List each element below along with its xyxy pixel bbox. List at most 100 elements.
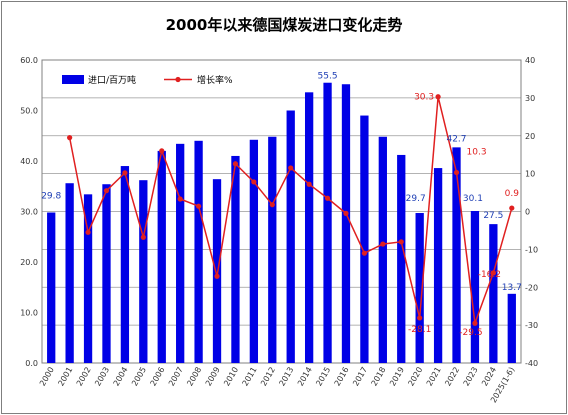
bar — [139, 180, 148, 363]
x-tick-label: 2014 — [296, 366, 314, 388]
x-tick-label: 2023 — [462, 366, 480, 388]
line-data-label: 30.3 — [414, 93, 434, 103]
line-data-label: -16.2 — [478, 270, 501, 280]
x-tick-label: 2001 — [56, 366, 74, 388]
growth-point — [288, 165, 294, 171]
growth-point — [67, 135, 73, 141]
y-left-tick-label: 20.0 — [20, 258, 38, 267]
y-right-tick-label: 30 — [525, 94, 535, 103]
growth-point — [380, 241, 386, 247]
bar — [304, 92, 314, 363]
legend-line-label: 增长率% — [197, 74, 233, 86]
growth-point — [214, 273, 220, 279]
growth-point — [195, 203, 202, 209]
legend-line-marker — [175, 76, 181, 83]
y-right-tick-label: -10 — [525, 245, 538, 254]
growth-point — [417, 315, 423, 321]
bar — [489, 224, 498, 363]
x-tick-label: 2003 — [93, 366, 111, 388]
growth-point — [103, 188, 110, 194]
growth-point — [159, 148, 165, 154]
bar-data-label: 27.5 — [483, 211, 503, 221]
y-left-tick-label: 50.0 — [20, 107, 38, 116]
x-tick-label: 2010 — [222, 366, 240, 388]
y-right-tick-label: -30 — [525, 321, 538, 330]
line-data-label: 10.3 — [467, 147, 487, 157]
x-tick-label: 2021 — [425, 366, 443, 388]
bar — [397, 154, 406, 363]
x-tick-label: 2015 — [314, 366, 332, 388]
line-data-label: -29.5 — [459, 328, 482, 338]
bar — [452, 147, 461, 363]
bar — [470, 210, 480, 363]
growth-point — [232, 161, 239, 167]
line-data-label: 0.9 — [505, 189, 520, 199]
growth-point — [361, 250, 368, 256]
y-right-tick-label: -20 — [525, 283, 538, 292]
bar — [268, 136, 277, 363]
bar — [286, 110, 295, 363]
growth-point — [177, 196, 183, 202]
x-tick-label: 2000 — [38, 366, 56, 388]
growth-point — [343, 210, 349, 216]
chart-title: 2000年以来德国煤炭进口变化走势 — [165, 16, 403, 34]
bar — [176, 143, 185, 363]
x-tick-label: 2004 — [112, 366, 130, 388]
y-left-tick-label: 40.0 — [20, 157, 38, 166]
x-tick-label: 2016 — [333, 366, 351, 388]
growth-point — [122, 170, 128, 176]
y-left-tick-label: 0.0 — [25, 359, 38, 368]
legend-bar-swatch — [62, 75, 84, 84]
bar — [433, 168, 443, 363]
growth-point — [398, 239, 404, 245]
growth-point — [85, 229, 91, 235]
growth-point — [435, 94, 441, 100]
y-right-tick-label: -40 — [525, 359, 538, 368]
growth-point — [453, 169, 460, 176]
x-tick-label: 2024 — [480, 365, 498, 387]
bar — [157, 150, 166, 363]
y-right-tick-label: 40 — [525, 56, 535, 65]
x-tick-label: 2013 — [277, 366, 295, 388]
x-tick-label: 2008 — [185, 366, 203, 388]
growth-point — [509, 205, 515, 211]
bar — [212, 179, 222, 363]
x-tick-label: 2005 — [130, 366, 148, 388]
bar — [194, 140, 203, 363]
bar-data-label: 29.8 — [41, 192, 61, 202]
x-tick-label: 2019 — [388, 366, 406, 388]
plot-area — [41, 59, 522, 364]
x-tick-label: 2007 — [167, 366, 185, 388]
y-left-tick-label: 30.0 — [20, 208, 38, 217]
bar — [65, 183, 74, 363]
x-tick-label: 2012 — [259, 366, 277, 388]
growth-point — [269, 202, 275, 208]
bar — [360, 115, 369, 363]
y-left-tick-label: 10.0 — [20, 309, 38, 318]
bar — [231, 155, 240, 363]
growth-point — [306, 181, 312, 187]
bar — [507, 293, 516, 363]
x-tick-label: 2011 — [241, 366, 259, 388]
bar — [415, 213, 424, 363]
x-tick-label: 2009 — [204, 366, 222, 388]
bar-data-label: 42.7 — [446, 134, 466, 144]
legend-bar-label: 进口/百万吨 — [88, 74, 136, 86]
growth-point — [472, 320, 478, 326]
bar — [378, 136, 387, 363]
y-right-tick-label: 10 — [525, 170, 535, 179]
x-tick-label: 2002 — [75, 366, 93, 388]
line-data-label: -28.1 — [408, 325, 431, 335]
x-tick-label: 2006 — [149, 366, 167, 388]
bar — [120, 166, 130, 363]
bar-data-label: 55.5 — [318, 72, 338, 82]
x-tick-label: 2018 — [370, 366, 388, 388]
growth-point — [490, 270, 496, 276]
x-tick-label: 2022 — [443, 366, 461, 388]
bar-data-label: 29.7 — [406, 194, 426, 204]
bar — [83, 194, 93, 363]
growth-point — [324, 195, 331, 201]
y-right-tick-label: 0 — [525, 208, 530, 217]
